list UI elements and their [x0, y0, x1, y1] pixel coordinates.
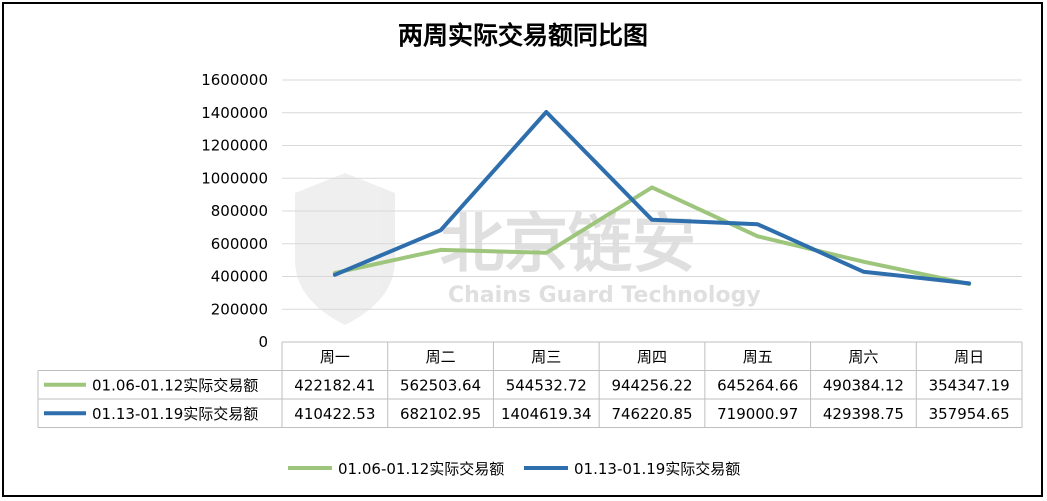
category-label: 周三 — [531, 348, 561, 366]
table-series-name: 01.06-01.12实际交易额 — [92, 377, 258, 395]
table-cell: 354347.19 — [929, 377, 1010, 395]
table-cell: 682102.95 — [400, 405, 481, 423]
y-tick-label: 1400000 — [201, 104, 268, 122]
y-tick-label: 0 — [258, 333, 268, 351]
table-cell: 429398.75 — [823, 405, 904, 423]
category-label: 周六 — [848, 348, 878, 366]
chart-title: 两周实际交易额同比图 — [398, 21, 648, 50]
category-label: 周五 — [743, 348, 773, 366]
gridlines — [282, 79, 1022, 310]
table-cell: 746220.85 — [611, 405, 692, 423]
y-tick-label: 1200000 — [201, 137, 268, 155]
category-label: 周四 — [637, 348, 667, 366]
legend-label: 01.13-01.19实际交易额 — [574, 460, 740, 478]
table-cell: 544532.72 — [506, 377, 587, 395]
y-axis-ticks: 0 200000 400000 600000 800000 1000000 1200000 1… — [201, 71, 268, 351]
table-series-name: 01.13-01.19实际交易额 — [92, 405, 258, 423]
y-tick-label: 400000 — [211, 268, 268, 286]
y-tick-label: 200000 — [211, 300, 268, 318]
category-label: 周日 — [954, 348, 984, 366]
category-label: 周一 — [320, 348, 350, 366]
series-lines — [332, 110, 972, 286]
table-cell: 645264.66 — [717, 377, 798, 395]
table-cell: 944256.22 — [611, 377, 692, 395]
data-table: 周一 周二 周三 周四 周五 周六 周日 01.06-01.12实际交易额 422182.41 5… — [37, 341, 1023, 428]
series-line-1 — [332, 185, 972, 286]
legend-label: 01.06-01.12实际交易额 — [338, 460, 504, 478]
table-cell: 422182.41 — [294, 377, 375, 395]
table-cell: 1404619.34 — [501, 405, 592, 423]
legend: 01.06-01.12实际交易额 01.13-01.19实际交易额 — [288, 460, 740, 478]
shield-logo-icon — [295, 173, 395, 325]
table-cell: 410422.53 — [294, 405, 375, 423]
y-tick-label: 1600000 — [201, 71, 268, 89]
y-tick-label: 1000000 — [201, 169, 268, 187]
table-cell: 719000.97 — [717, 405, 798, 423]
category-label: 周二 — [426, 348, 456, 366]
table-cell: 357954.65 — [929, 405, 1010, 423]
y-tick-label: 600000 — [211, 235, 268, 253]
watermark-subtext: Chains Guard Technology — [448, 283, 761, 308]
y-tick-label: 800000 — [211, 202, 268, 220]
table-cell: 562503.64 — [400, 377, 481, 395]
table-cell: 490384.12 — [823, 377, 904, 395]
watermark: 北京链安 Chains Guard Technology — [295, 173, 761, 325]
